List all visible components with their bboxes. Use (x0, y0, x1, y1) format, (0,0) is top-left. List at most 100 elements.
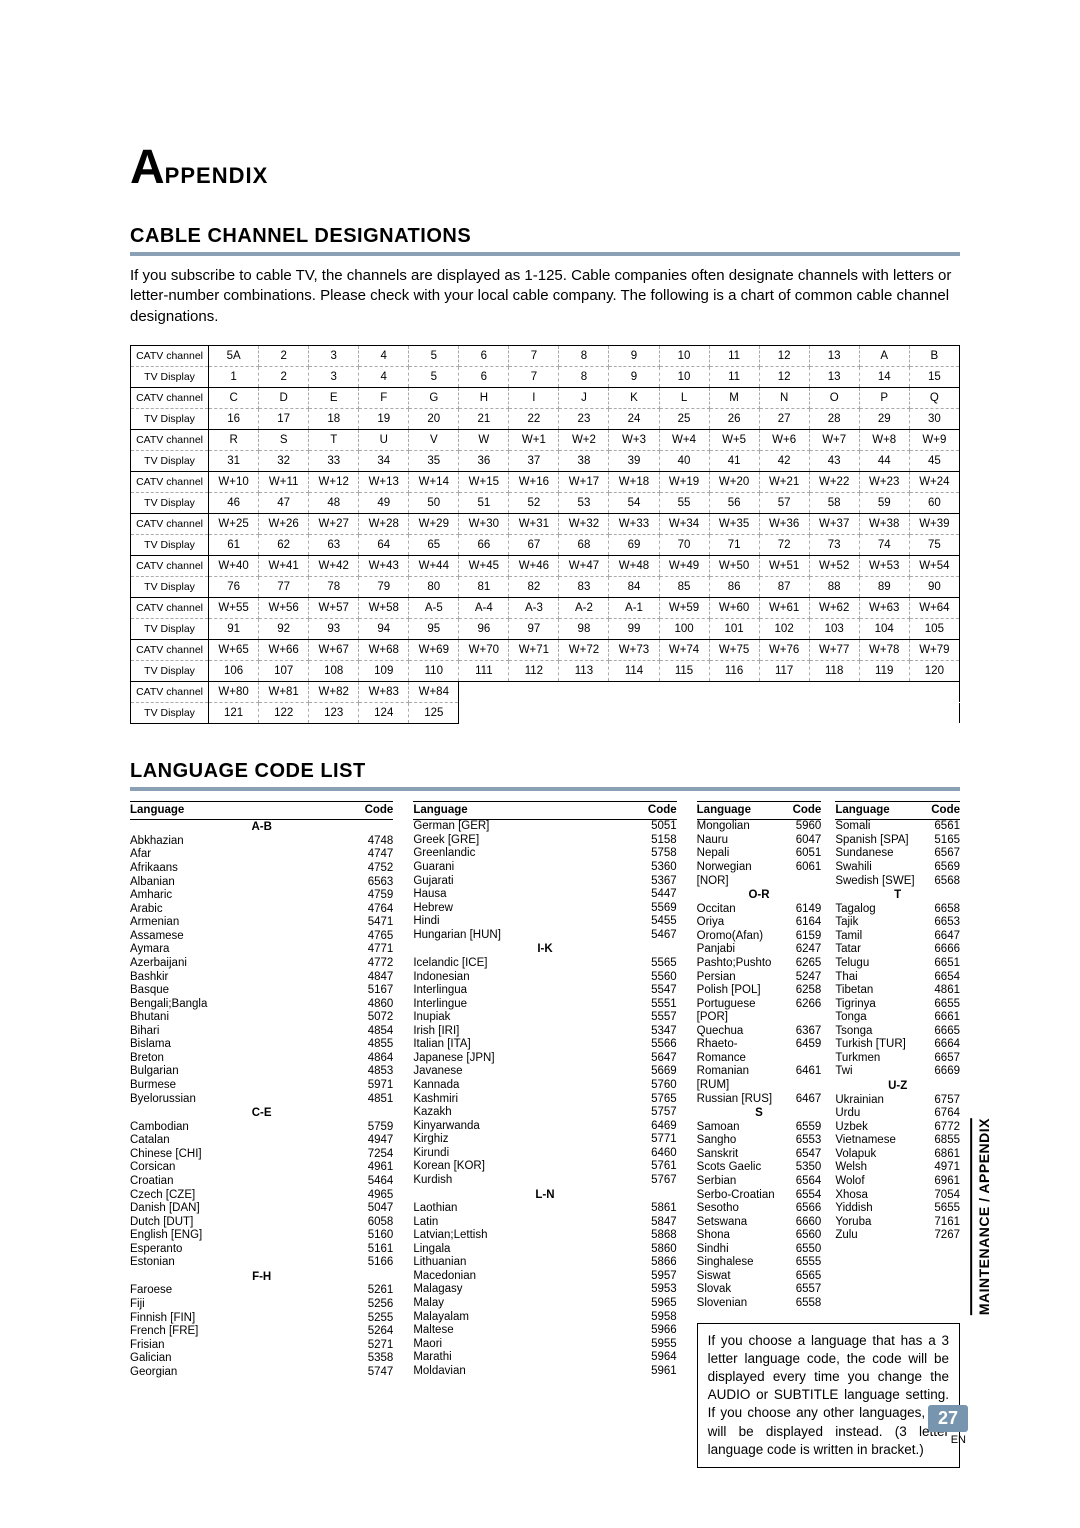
lang-code: 5759 (348, 1121, 393, 1135)
tv-row-label: TV Display (131, 366, 209, 387)
lang-group-letter: C-E (130, 1106, 393, 1121)
lang-code: 6558 (776, 1297, 821, 1311)
lang-code: 6565 (776, 1270, 821, 1284)
catv-cell: W+40 (209, 555, 259, 576)
catv-cell: W+32 (559, 513, 609, 534)
catv-cell: 10 (659, 345, 709, 366)
catv-cell: W+52 (809, 555, 859, 576)
tv-cell: 104 (859, 618, 909, 639)
lang-name: Malay (413, 1297, 631, 1311)
lang-name: Sindhi (697, 1243, 777, 1257)
catv-cell: W+4 (659, 429, 709, 450)
lang-name: Polish [POL] (697, 984, 777, 998)
catv-cell: W+64 (909, 597, 959, 618)
lang-row: Malay5965 (413, 1297, 676, 1311)
tv-cell: 82 (509, 576, 559, 597)
tv-cell: 115 (659, 660, 709, 681)
lang-row: Bashkir4847 (130, 971, 393, 985)
lang-row: Nauru6047 (697, 834, 822, 848)
tv-cell: 45 (909, 450, 959, 471)
tv-cell: 80 (409, 576, 459, 597)
tv-cell: 109 (359, 660, 409, 681)
lang-code: 4765 (348, 930, 393, 944)
catv-cell: 3 (309, 345, 359, 366)
lang-name: Sundanese (835, 847, 915, 861)
lang-row: Bhutani5072 (130, 1011, 393, 1025)
catv-cell: W+6 (759, 429, 809, 450)
tv-cell: 31 (209, 450, 259, 471)
lang-row: Laothian5861 (413, 1202, 676, 1216)
tv-row-label: TV Display (131, 534, 209, 555)
lang-row: Aymara4771 (130, 943, 393, 957)
lang-row: Icelandic [ICE]5565 (413, 957, 676, 971)
lang-row: Tsonga6665 (835, 1025, 960, 1039)
tv-cell: 124 (359, 702, 409, 723)
lang-row: German [GER]5051 (413, 820, 676, 834)
lang-name: Arabic (130, 903, 348, 917)
lang-name: Fiji (130, 1298, 348, 1312)
lang-name: Tatar (835, 943, 915, 957)
catv-cell: W+58 (359, 597, 409, 618)
lang-code: 5360 (632, 861, 677, 875)
lang-name: Pashto;Pushto (697, 957, 777, 971)
tv-cell: 84 (609, 576, 659, 597)
lang-row: Latvian;Lettish5868 (413, 1229, 676, 1243)
lang-code: 5158 (632, 834, 677, 848)
lang-name: Tajik (835, 916, 915, 930)
lang-header-code: Code (776, 804, 821, 818)
lang-row: Frisian5271 (130, 1339, 393, 1353)
lang-row: Estonian5166 (130, 1256, 393, 1270)
catv-cell: N (759, 387, 809, 408)
lang-row: Danish [DAN]5047 (130, 1202, 393, 1216)
lang-code: 6657 (915, 1052, 960, 1066)
catv-cell: W+55 (209, 597, 259, 618)
catv-cell: W+30 (459, 513, 509, 534)
tv-row-label: TV Display (131, 576, 209, 597)
lang-code: 4861 (915, 984, 960, 998)
lang-code: 6547 (776, 1148, 821, 1162)
tv-cell: 1 (209, 366, 259, 387)
catv-cell: W+63 (859, 597, 909, 618)
catv-cell: A-1 (609, 597, 659, 618)
catv-cell: W+59 (659, 597, 709, 618)
lang-row: Hebrew5569 (413, 902, 676, 916)
catv-cell: 8 (559, 345, 609, 366)
lang-name: Malayalam (413, 1311, 631, 1325)
lang-row: Turkmen6657 (835, 1052, 960, 1066)
catv-cell: F (359, 387, 409, 408)
lang-row: Bislama4855 (130, 1038, 393, 1052)
lang-row: Afrikaans4752 (130, 862, 393, 876)
lang-name: Dutch [DUT] (130, 1216, 348, 1230)
lang-header-language: Language (835, 804, 915, 818)
lang-name: Persian (697, 971, 777, 985)
lang-code: 5647 (632, 1052, 677, 1066)
lang-code: 5367 (632, 875, 677, 889)
tv-cell: 39 (609, 450, 659, 471)
lang-row: Czech [CZE]4965 (130, 1189, 393, 1203)
tv-cell: 25 (659, 408, 709, 429)
catv-cell: W+84 (409, 681, 459, 702)
lang-name: Danish [DAN] (130, 1202, 348, 1216)
tv-row-label: TV Display (131, 408, 209, 429)
lang-code: 6560 (776, 1229, 821, 1243)
lang-name: Maori (413, 1338, 631, 1352)
catv-row-label: CATV channel (131, 597, 209, 618)
lang-row: Slovak6557 (697, 1283, 822, 1297)
catv-cell: A-2 (559, 597, 609, 618)
tv-cell: 66 (459, 534, 509, 555)
lang-code: 6664 (915, 1038, 960, 1052)
lang-row: Afar4747 (130, 848, 393, 862)
lang-row: Tajik6653 (835, 916, 960, 930)
tv-cell: 20 (409, 408, 459, 429)
lang-name: Assamese (130, 930, 348, 944)
lang-name: German [GER] (413, 820, 631, 834)
lang-name: Javanese (413, 1065, 631, 1079)
lang-name: Swahili (835, 861, 915, 875)
lang-row: Swahili6569 (835, 861, 960, 875)
lang-name: Thai (835, 971, 915, 985)
lang-name: Lithuanian (413, 1256, 631, 1270)
lang-name: Kashmiri (413, 1093, 631, 1107)
catv-cell: W+27 (309, 513, 359, 534)
lang-row: Burmese5971 (130, 1079, 393, 1093)
lang-name: Oromo(Afan) (697, 930, 777, 944)
